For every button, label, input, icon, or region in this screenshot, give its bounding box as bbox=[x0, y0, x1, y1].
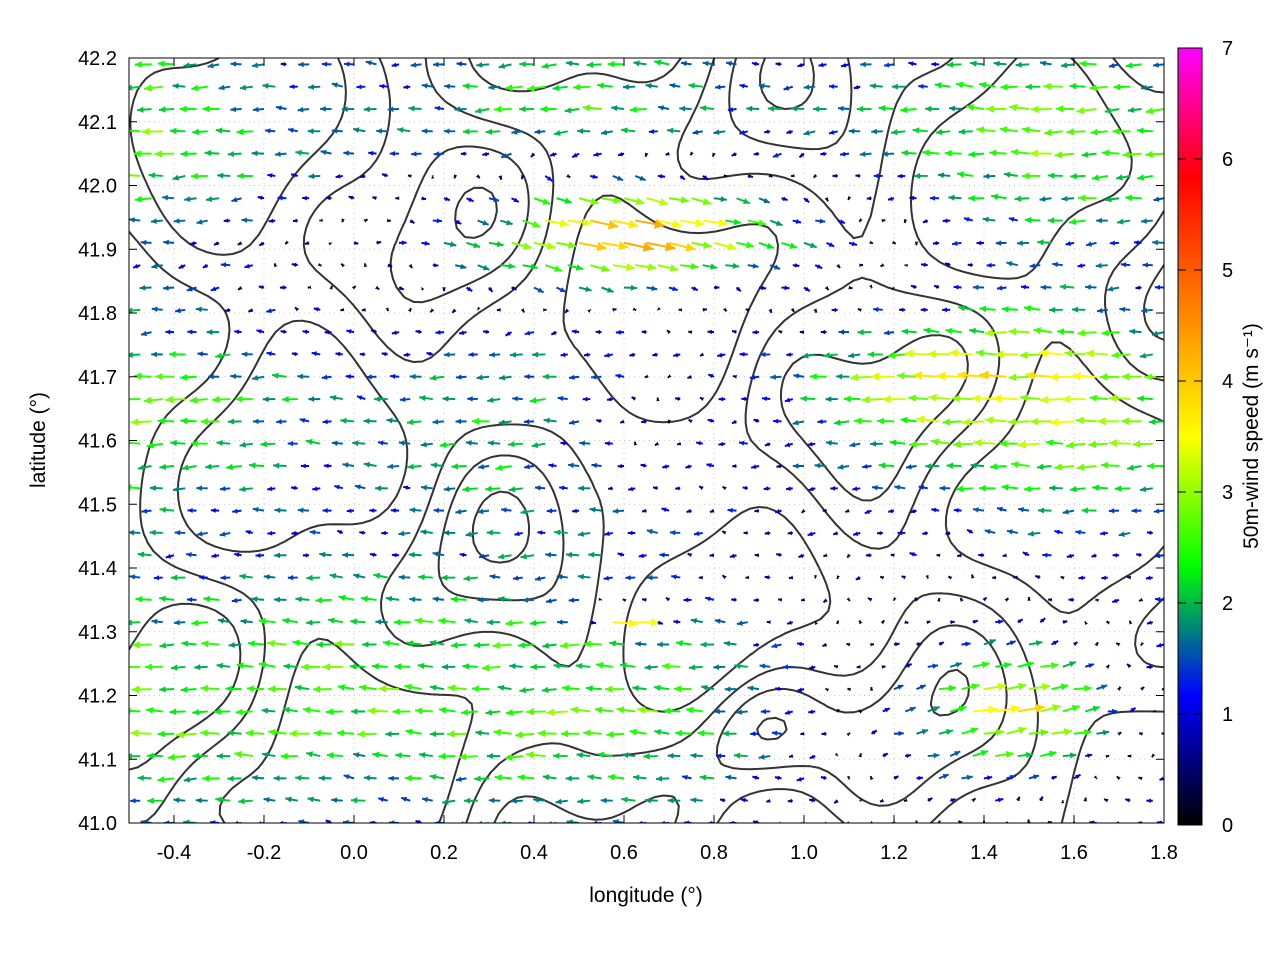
x-axis-label: longitude (°) bbox=[589, 884, 702, 907]
wind-arrow-shaft bbox=[126, 310, 140, 311]
wind-arrow bbox=[115, 552, 129, 558]
x-tick-label: 1.6 bbox=[1060, 842, 1088, 864]
x-tick-label: 0.2 bbox=[430, 842, 458, 864]
wind-arrow bbox=[118, 821, 129, 826]
y-tick-label: 41.2 bbox=[78, 686, 117, 708]
wind-arrow-head bbox=[118, 821, 124, 826]
y-tick-label: 41.1 bbox=[78, 749, 117, 771]
wind-arrow-shaft bbox=[126, 622, 141, 623]
wind-arrow-shaft bbox=[121, 288, 129, 289]
wind-arrow-shaft bbox=[124, 487, 140, 488]
wind-arrow-head bbox=[121, 286, 126, 291]
y-tick-label: 41.0 bbox=[78, 813, 117, 835]
y-tick-label: 41.3 bbox=[78, 622, 117, 644]
wind-arrow-head bbox=[111, 729, 119, 736]
wind-arrow-shaft bbox=[113, 109, 129, 110]
y-tick-label: 41.5 bbox=[78, 494, 117, 516]
wind-arrow-shaft bbox=[117, 511, 129, 513]
wind-arrow-head bbox=[117, 509, 123, 515]
wind-arrow bbox=[115, 775, 129, 781]
wind-arrow bbox=[112, 149, 129, 156]
wind-arrow-head bbox=[119, 329, 124, 334]
x-tick-label: 1.8 bbox=[1150, 842, 1178, 864]
wind-arrow-shaft bbox=[109, 421, 129, 422]
y-tick-label: 41.8 bbox=[78, 303, 117, 325]
x-tick-label: 0.4 bbox=[520, 842, 548, 864]
wind-arrow-shaft bbox=[118, 823, 129, 824]
wind-arrow-shaft bbox=[114, 466, 129, 467]
wind-arrow bbox=[111, 729, 129, 736]
wind-arrow bbox=[117, 509, 129, 515]
wind-arrow-head bbox=[124, 708, 131, 715]
wind-arrow-shaft bbox=[115, 599, 129, 600]
x-tick-label: 1.4 bbox=[970, 842, 998, 864]
y-tick-label: 41.7 bbox=[78, 367, 117, 389]
wind-arrow-head bbox=[124, 484, 131, 491]
wind-arrow-head bbox=[115, 775, 121, 781]
wind-arrow-head bbox=[109, 418, 117, 425]
wind-arrow-head bbox=[120, 171, 128, 179]
wind-arrow bbox=[114, 463, 129, 469]
wind-arrow-shaft bbox=[111, 732, 129, 734]
wind-arrow-head bbox=[114, 463, 121, 469]
wind-arrow bbox=[121, 286, 129, 291]
y-tick-label: 41.6 bbox=[78, 431, 117, 453]
wind-arrow-shaft bbox=[120, 175, 140, 176]
wind-arrow-shaft bbox=[124, 711, 141, 712]
y-tick-label: 41.4 bbox=[78, 558, 117, 580]
x-tick-label: -0.2 bbox=[247, 842, 281, 864]
wind-arrow-head bbox=[122, 663, 129, 670]
y-axis-label: latitude (°) bbox=[27, 392, 50, 488]
wind-arrow-shaft bbox=[123, 442, 140, 443]
x-tick-label: 0.8 bbox=[700, 842, 728, 864]
y-tick-label: 41.9 bbox=[78, 239, 117, 261]
wind-arrow bbox=[109, 418, 129, 425]
x-tick-label: -0.4 bbox=[157, 842, 191, 864]
wind-arrow bbox=[115, 596, 129, 602]
x-tick-label: 0.0 bbox=[340, 842, 368, 864]
wind-arrow bbox=[119, 329, 129, 334]
wind-arrow-shaft bbox=[123, 130, 140, 131]
y-tick-label: 42.2 bbox=[78, 48, 117, 70]
wind-arrow-shaft bbox=[112, 152, 129, 154]
x-tick-label: 0.6 bbox=[610, 842, 638, 864]
wind-arrow-head bbox=[115, 596, 121, 602]
wind-arrow-head bbox=[112, 149, 119, 156]
y-tick-label: 42.1 bbox=[78, 112, 117, 134]
x-tick-label: 1.0 bbox=[790, 842, 818, 864]
y-tick-label: 42.0 bbox=[78, 176, 117, 198]
x-tick-label: 1.2 bbox=[880, 842, 908, 864]
